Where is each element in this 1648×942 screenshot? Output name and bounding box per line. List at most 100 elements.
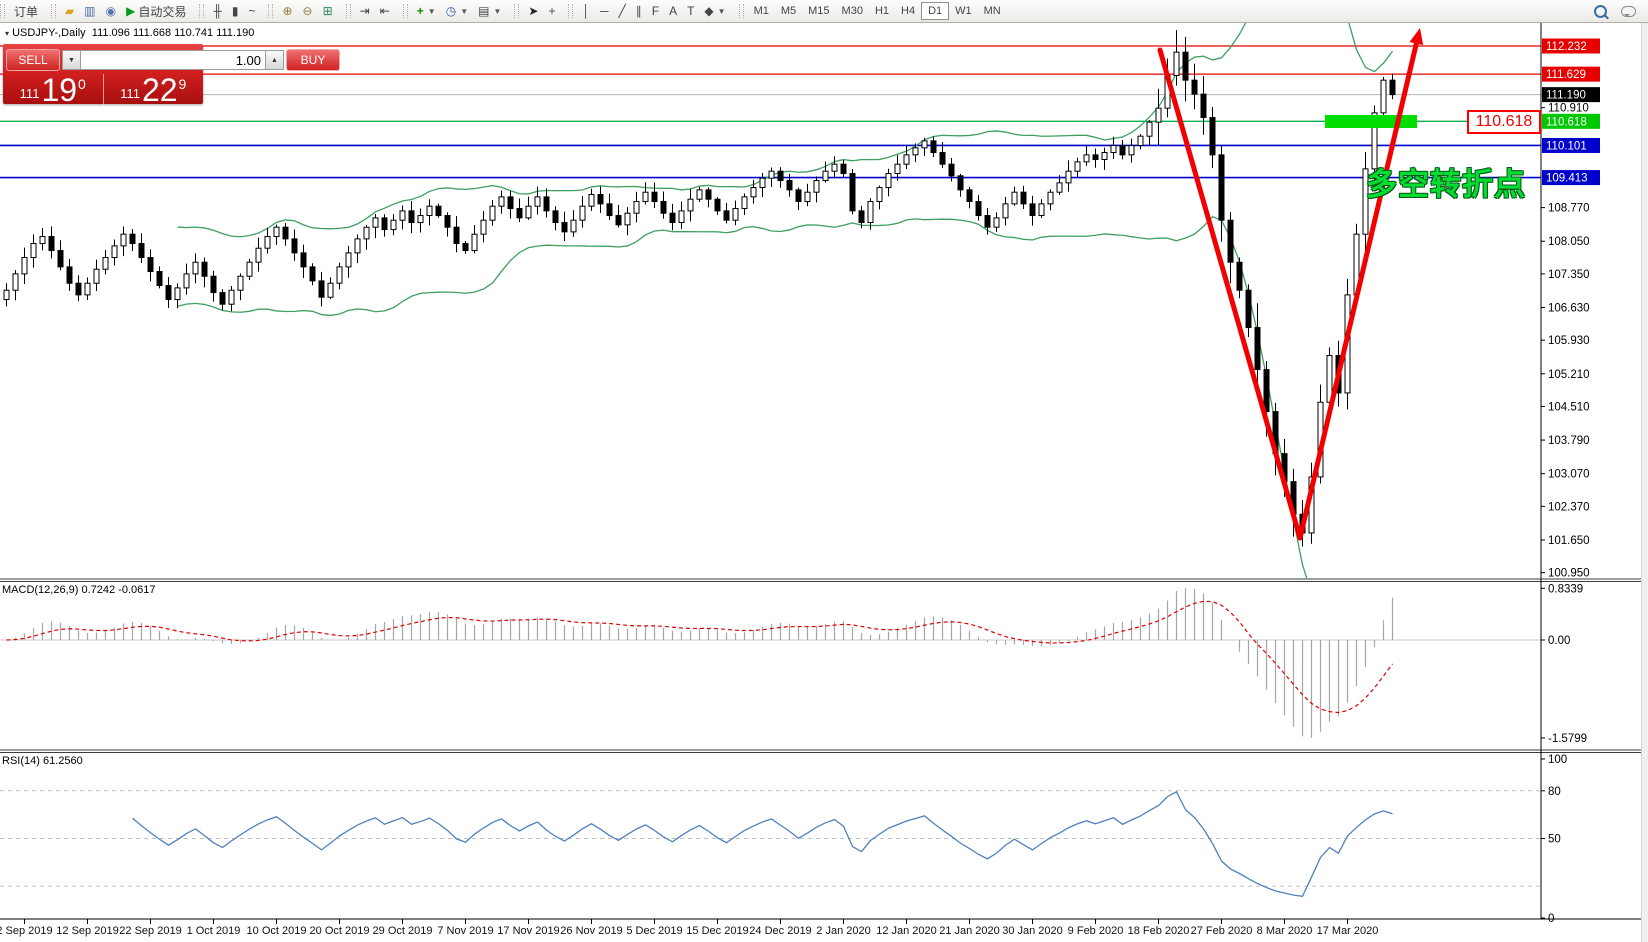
annotations-layer[interactable]: [1157, 28, 1424, 541]
svg-text:110.910: 110.910: [1548, 103, 1589, 115]
hline-icon[interactable]: ─: [599, 4, 609, 18]
search-icon[interactable]: [1594, 4, 1607, 18]
svg-text:105.210: 105.210: [1548, 369, 1590, 381]
cursor-icon[interactable]: ➤: [528, 4, 539, 18]
time-label: 30 Jan 2020: [1002, 925, 1063, 937]
time-label: 27 Feb 2020: [1191, 925, 1253, 937]
chart-canvas[interactable]: 112.232 111.629 111.190 110.618 110.101 109.4…: [0, 22, 1648, 942]
time-label: 12 Jan 2020: [876, 925, 937, 937]
support-highlight-bar[interactable]: [1325, 115, 1417, 128]
svg-text:100: 100: [1548, 754, 1567, 766]
tf-D1[interactable]: D1: [921, 2, 950, 20]
price-chip: [1542, 137, 1600, 153]
svg-text:109.413: 109.413: [1546, 173, 1588, 185]
fibo-icon[interactable]: F: [651, 4, 660, 18]
time-label: 10 Oct 2019: [247, 925, 307, 937]
time-label: 5 Dec 2019: [626, 925, 682, 937]
chart-shift-icon[interactable]: ⇤: [379, 4, 390, 18]
tf-M30[interactable]: M30: [841, 5, 863, 17]
time-label: 17 Nov 2019: [497, 925, 559, 937]
time-label: 18 Feb 2020: [1128, 925, 1190, 937]
buy-price-pips: 22: [141, 72, 178, 108]
tf-M5[interactable]: M5: [780, 5, 797, 17]
crosshair-icon[interactable]: +: [548, 4, 556, 18]
svg-text:111.629: 111.629: [1546, 69, 1586, 81]
shapes-icon[interactable]: ◆ ▼: [704, 4, 726, 18]
volume-down-button[interactable]: ▼: [62, 50, 81, 70]
tf-W1[interactable]: W1: [955, 5, 972, 17]
tf-M1[interactable]: M1: [753, 5, 769, 17]
sell-price-point: 0: [78, 76, 86, 92]
svg-text:108.050: 108.050: [1548, 236, 1590, 248]
svg-text:110.101: 110.101: [1546, 140, 1587, 152]
chart-area[interactable]: 112.232 111.629 111.190 110.618 110.101 109.4…: [0, 22, 1648, 942]
svg-text:111.190: 111.190: [1546, 90, 1586, 102]
toolbar-group-6: │ ─ ╱ ∥ F A T ◆ ▼: [564, 0, 734, 22]
rsi-layer: [0, 790, 1541, 897]
tile-windows-icon[interactable]: ⊞: [322, 4, 333, 18]
svg-text:80: 80: [1548, 786, 1561, 798]
zoom-out-icon[interactable]: ⊖: [302, 4, 313, 18]
ohlc-close: 111.190: [216, 27, 255, 39]
autotrade-icon: ▶: [126, 4, 136, 18]
sell-price[interactable]: 111 19 0: [3, 74, 103, 106]
new-order-button[interactable]: 订单: [14, 4, 39, 19]
tf-M15[interactable]: M15: [808, 5, 830, 17]
svg-text:0.8339: 0.8339: [1548, 583, 1583, 595]
tf-H4[interactable]: H4: [901, 5, 916, 17]
time-label: 9 Feb 2020: [1068, 925, 1124, 937]
channel-icon[interactable]: ∥: [635, 4, 642, 18]
buy-price-figure: 111: [120, 86, 140, 101]
symbol-dropdown-icon[interactable]: ▾: [5, 29, 10, 38]
svg-text:102.370: 102.370: [1548, 501, 1590, 513]
volume-up-button[interactable]: ▲: [265, 50, 284, 70]
periods-icon[interactable]: ◷ ▼: [445, 4, 469, 18]
signal-icon[interactable]: ◉: [105, 4, 117, 18]
tf-MN[interactable]: MN: [983, 5, 1001, 17]
toolbar-group-3: ⇥ ⇤: [342, 0, 399, 22]
indicators-icon[interactable]: + ▼: [416, 4, 436, 18]
bar-chart-icon[interactable]: ╫: [213, 4, 222, 18]
arrow-head: [1409, 28, 1424, 46]
svg-text:106.630: 106.630: [1548, 302, 1590, 314]
autotrade-button[interactable]: ▶ 自动交易: [126, 4, 187, 19]
time-label: 20 Oct 2019: [310, 925, 370, 937]
volume-input[interactable]: [81, 50, 265, 70]
buy-button[interactable]: BUY: [286, 49, 340, 71]
level-price-label[interactable]: 110.618: [1467, 110, 1541, 134]
auto-scroll-icon[interactable]: ⇥: [359, 4, 370, 18]
macd-signal-line: [6, 600, 1393, 714]
svg-text:107.350: 107.350: [1548, 269, 1590, 281]
sell-price-figure: 111: [19, 86, 40, 101]
text-icon[interactable]: A: [669, 4, 678, 18]
gold-bar-icon[interactable]: ▰: [65, 4, 75, 18]
buy-price[interactable]: 111 22 9: [102, 72, 204, 108]
chat-icon[interactable]: [1621, 5, 1636, 17]
turning-point-text[interactable]: 多空转折点: [1366, 167, 1526, 202]
sell-button[interactable]: SELL: [6, 49, 60, 71]
time-label: 8 Mar 2020: [1257, 925, 1313, 937]
svg-text:110.618: 110.618: [1546, 116, 1587, 128]
zoom-in-icon[interactable]: ⊕: [282, 4, 293, 18]
bollinger-layer: [177, 22, 1394, 578]
time-label: 12 Sep 2019: [56, 925, 118, 937]
templates-icon[interactable]: ▤ ▼: [478, 4, 502, 18]
label-icon[interactable]: T: [687, 4, 695, 18]
macd-layer: [0, 588, 1541, 738]
time-label: 2 Sep 2019: [0, 925, 53, 937]
tf-H1[interactable]: H1: [874, 5, 890, 17]
price-chip: [1542, 170, 1600, 186]
toolbar-group-0: ▰ ▥ ◉ ▶ 自动交易: [47, 0, 195, 22]
stats-icon[interactable]: ▥: [84, 4, 96, 18]
trendline-icon[interactable]: ╱: [618, 4, 626, 18]
window-edge-strip: [1641, 22, 1648, 942]
vline-icon[interactable]: │: [582, 4, 590, 18]
svg-text:108.770: 108.770: [1548, 203, 1590, 215]
time-label: 29 Oct 2019: [373, 925, 433, 937]
axes-layer: 112.232 111.629 111.190 110.618 110.101 109.4…: [0, 22, 1648, 937]
one-click-trading-panel: SELL ▼ ▲ BUY 111 19 0 111 22 9: [3, 44, 340, 108]
symbol-info-line[interactable]: ▾ USDJPY-,Daily 111.096 111.668 110.741 …: [5, 27, 254, 39]
candlestick-icon[interactable]: ▮: [231, 4, 239, 18]
bollinger-upper: [177, 22, 1394, 238]
line-chart-icon[interactable]: ~: [248, 4, 256, 18]
